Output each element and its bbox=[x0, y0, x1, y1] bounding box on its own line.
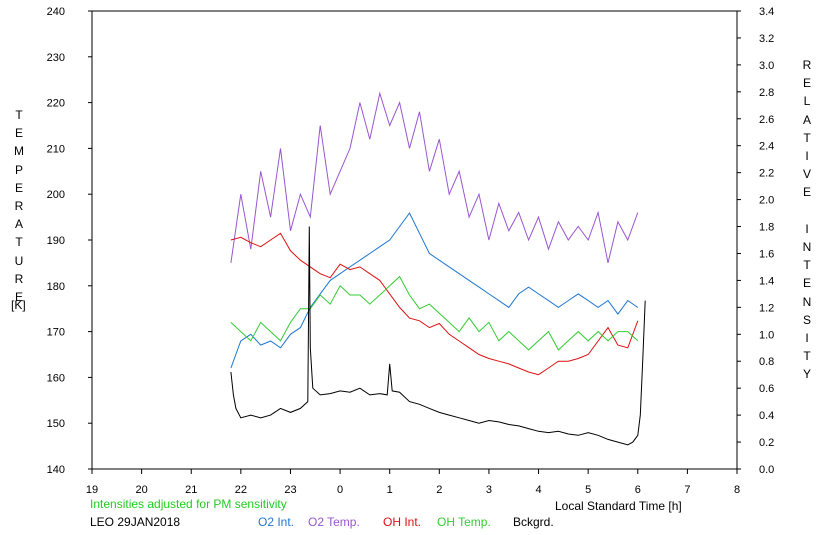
axis-label-letter: A bbox=[802, 112, 811, 127]
x-tick-label: 4 bbox=[535, 484, 541, 496]
axis-label-letter: V bbox=[802, 167, 811, 182]
axis-label-letter: I bbox=[805, 149, 809, 164]
axis-label-letter: R bbox=[14, 199, 24, 214]
right-tick-label: 3.2 bbox=[759, 33, 774, 45]
axis-label-letter: S bbox=[802, 312, 811, 327]
series-oh-temp bbox=[230, 275, 639, 351]
series-o2-int bbox=[230, 212, 639, 369]
axis-label-letter: E bbox=[14, 180, 23, 195]
axis-label-letter: I bbox=[805, 331, 809, 346]
x-tick-label: 8 bbox=[734, 484, 740, 496]
axis-label-letter: T bbox=[15, 235, 23, 250]
right-tick-label: 0.4 bbox=[759, 410, 774, 422]
left-tick-label: 210 bbox=[47, 143, 65, 155]
left-tick-label: 200 bbox=[47, 189, 65, 201]
axis-label-letter: T bbox=[15, 108, 23, 122]
legend-item: OH Int. bbox=[383, 515, 421, 529]
right-tick-label: 0.2 bbox=[759, 437, 774, 449]
x-tick-label: 22 bbox=[235, 484, 247, 496]
axis-label-letter: A bbox=[14, 217, 23, 232]
x-axis-ticks: 19 20 21 22 23 0 1 2 3 4 5 6 7 8 bbox=[86, 469, 740, 496]
axis-label-letter: L bbox=[803, 94, 811, 109]
right-tick-label: 0.0 bbox=[759, 464, 774, 476]
series-layer bbox=[230, 91, 646, 446]
x-tick-label: 0 bbox=[337, 484, 343, 496]
legend-item: Bckgrd. bbox=[513, 515, 554, 529]
series-o2-temp bbox=[230, 91, 639, 264]
left-tick-label: 230 bbox=[47, 52, 65, 64]
axis-label-letter bbox=[800, 202, 814, 220]
axis-label-letter: T bbox=[803, 349, 811, 364]
left-tick-label: 150 bbox=[47, 418, 65, 430]
left-axis-unit: [K] bbox=[11, 298, 26, 312]
axis-label-letter: Y bbox=[802, 367, 811, 382]
station-date: LEO 29JAN2018 bbox=[90, 515, 181, 529]
right-tick-label: 1.4 bbox=[759, 275, 774, 287]
right-tick-label: 2.6 bbox=[759, 114, 774, 126]
legend-item: O2 Int. bbox=[258, 515, 294, 529]
plot-frame bbox=[91, 10, 738, 470]
axis-label-letter: N bbox=[802, 294, 812, 309]
axis-label-letter: R bbox=[802, 58, 812, 72]
left-tick-label: 140 bbox=[47, 464, 65, 476]
x-tick-label: 5 bbox=[585, 484, 591, 496]
legend: O2 Int. O2 Temp. OH Int. OH Temp. Bckgrd. bbox=[258, 515, 554, 529]
right-tick-label: 1.0 bbox=[759, 329, 774, 341]
right-tick-label: 0.8 bbox=[759, 356, 774, 368]
axis-label-letter: E bbox=[802, 76, 811, 91]
axis-label-letter: U bbox=[14, 253, 24, 268]
right-tick-label: 1.2 bbox=[759, 302, 774, 314]
right-axis-ticks: 0.0 0.2 0.4 0.6 0.8 1.0 1.2 1.4 1.6 1.8 2.0 2.2 2.4 2… bbox=[737, 6, 774, 476]
x-axis-label: Local Standard Time [h] bbox=[555, 499, 682, 513]
x-tick-label: 6 bbox=[635, 484, 641, 496]
right-tick-label: 2.4 bbox=[759, 141, 774, 153]
series-oh-int bbox=[230, 232, 639, 376]
series-bckgrd bbox=[230, 226, 646, 446]
axis-label-letter: I bbox=[805, 221, 809, 236]
left-tick-label: 180 bbox=[47, 281, 65, 293]
right-tick-label: 3.4 bbox=[759, 6, 774, 18]
axis-label-letter: P bbox=[14, 162, 23, 177]
axis-label-letter: E bbox=[802, 185, 811, 200]
axis-label-letter: E bbox=[14, 126, 23, 141]
axis-label-letter: T bbox=[803, 258, 811, 273]
x-tick-label: 3 bbox=[486, 484, 492, 496]
axis-label-letter: N bbox=[802, 240, 812, 255]
left-tick-label: 170 bbox=[47, 327, 65, 339]
left-tick-label: 240 bbox=[47, 6, 65, 18]
axis-label-letter: T bbox=[803, 130, 811, 145]
right-tick-label: 2.8 bbox=[759, 87, 774, 99]
x-tick-label: 21 bbox=[185, 484, 197, 496]
legend-item: OH Temp. bbox=[437, 515, 491, 529]
x-tick-label: 1 bbox=[387, 484, 393, 496]
right-tick-label: 3.0 bbox=[759, 60, 774, 72]
x-tick-label: 19 bbox=[86, 484, 98, 496]
legend-item: O2 Temp. bbox=[308, 515, 360, 529]
sensitivity-note: Intensities adjusted for PM sensitivity bbox=[90, 497, 287, 511]
x-tick-label: 2 bbox=[436, 484, 442, 496]
axis-label-letter: E bbox=[802, 276, 811, 291]
left-tick-label: 160 bbox=[47, 372, 65, 384]
right-tick-label: 0.6 bbox=[759, 383, 774, 395]
axis-label-letter: E bbox=[14, 290, 23, 305]
right-tick-label: 2.0 bbox=[759, 195, 774, 207]
right-tick-label: 1.6 bbox=[759, 248, 774, 260]
left-tick-label: 220 bbox=[47, 98, 65, 110]
axis-label-letter: M bbox=[14, 144, 24, 159]
x-tick-label: 23 bbox=[284, 484, 296, 496]
right-tick-label: 2.2 bbox=[759, 168, 774, 180]
x-tick-label: 20 bbox=[135, 484, 147, 496]
left-axis-ticks: 140 150 160 170 180 190 200 210 220 230 240 bbox=[47, 6, 92, 476]
axis-label-letter: R bbox=[14, 271, 24, 286]
x-tick-label: 7 bbox=[684, 484, 690, 496]
left-tick-label: 190 bbox=[47, 235, 65, 247]
right-tick-label: 1.8 bbox=[759, 222, 774, 234]
